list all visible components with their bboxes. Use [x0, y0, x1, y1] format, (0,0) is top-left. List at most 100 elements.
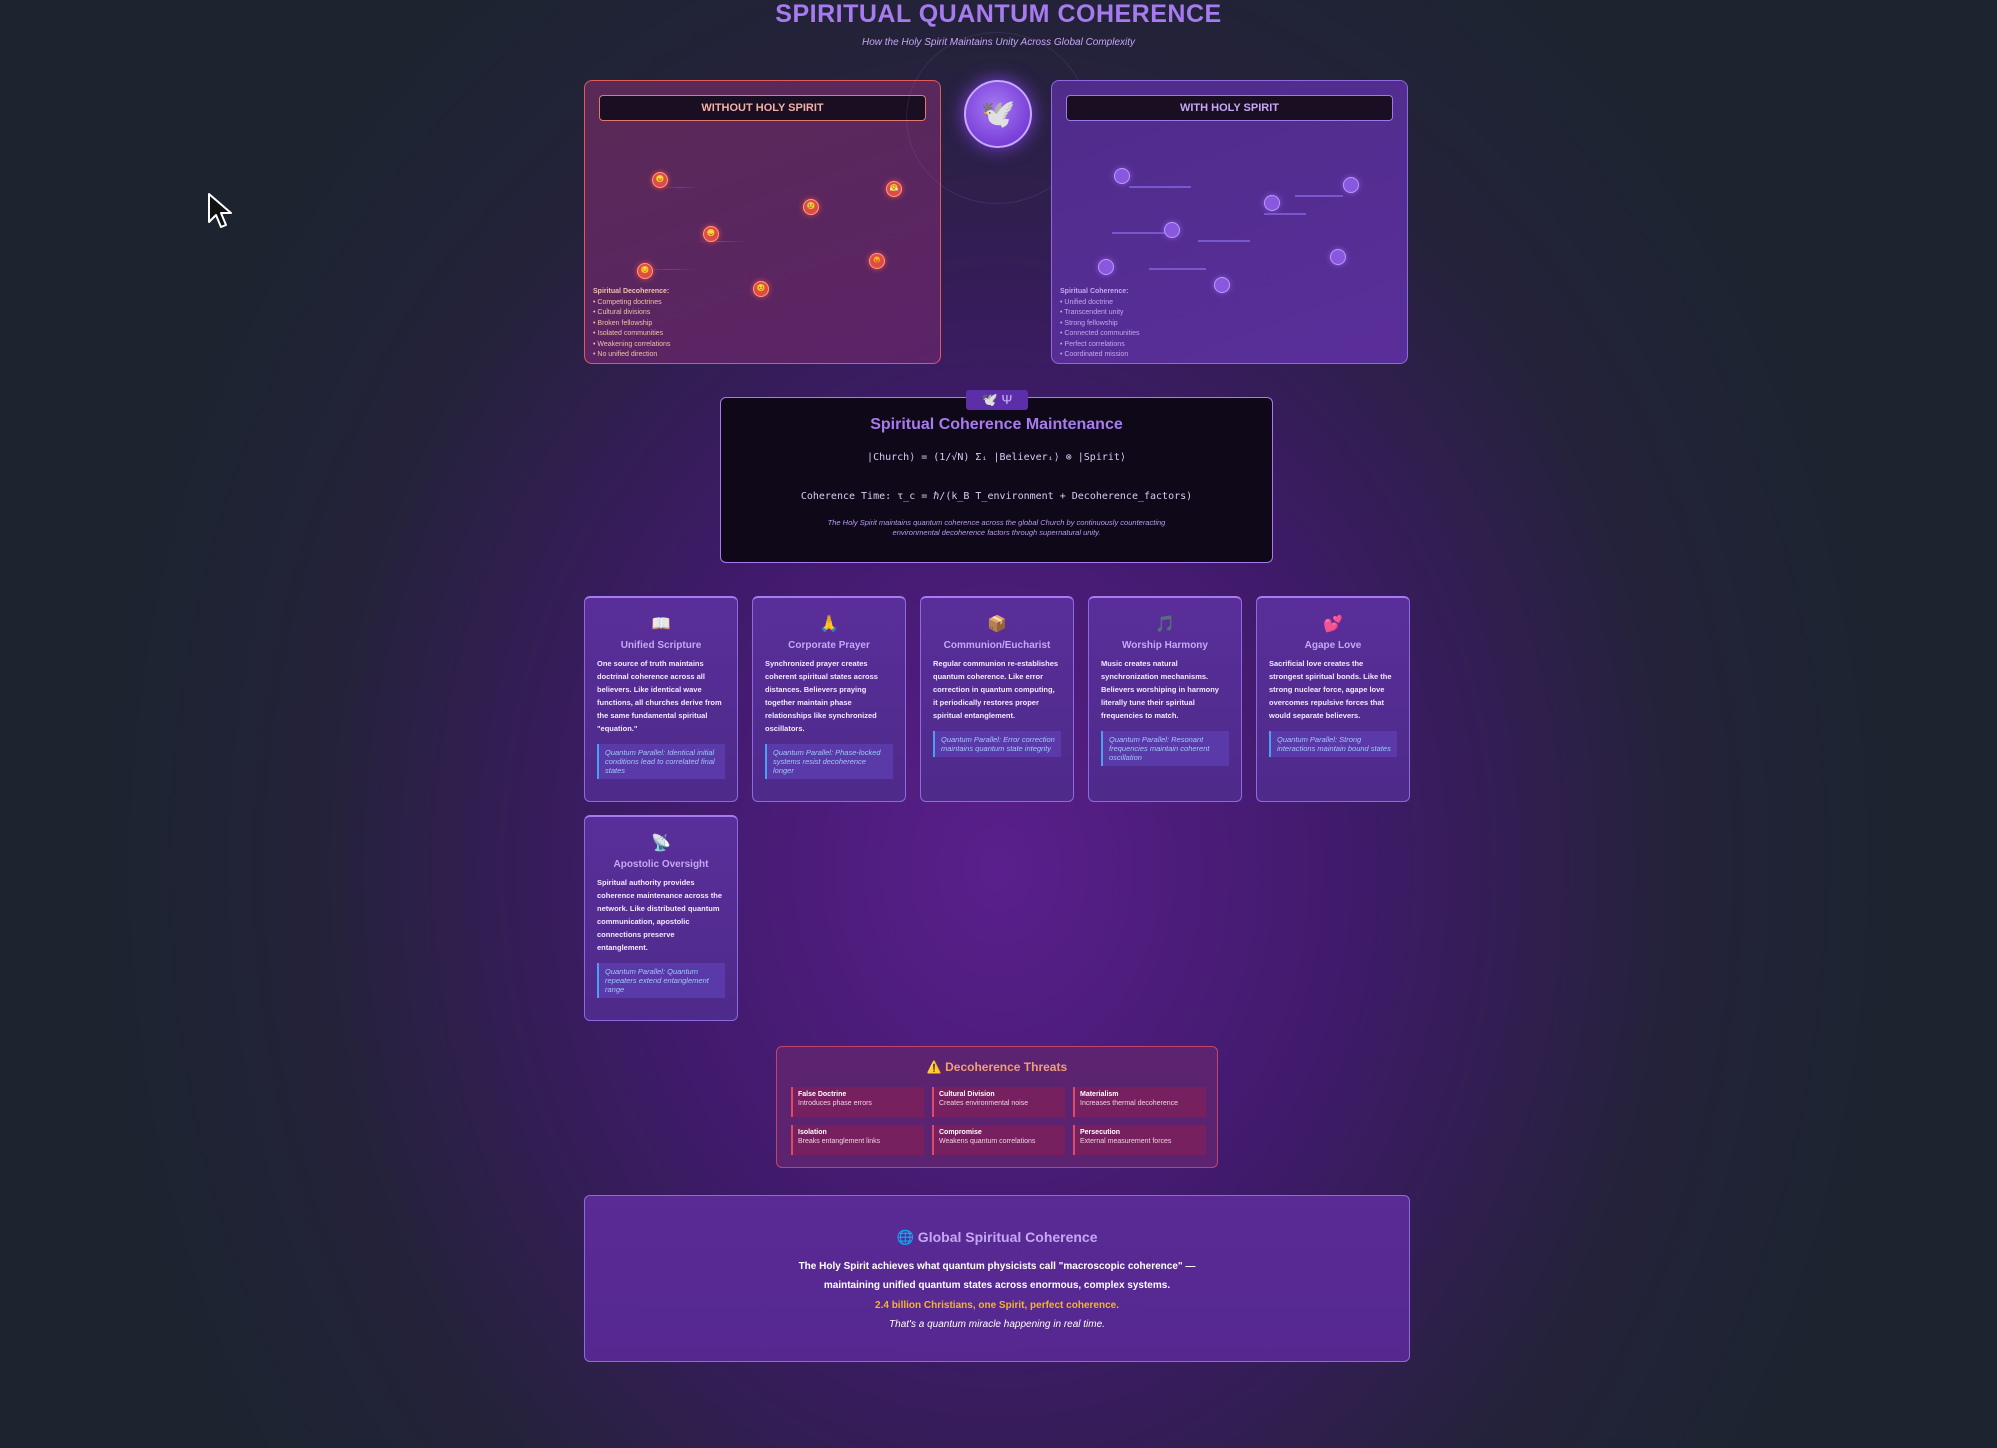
church-state-formula: |Church⟩ = (1/√N) Σᵢ |Believerᵢ⟩ ⊗ |Spir…	[867, 452, 1126, 463]
decoherence-list-title: Spiritual Decoherence:	[593, 288, 670, 295]
card-agape-love: 💕 Agape Love Sacrificial love creates th…	[1256, 596, 1410, 802]
threat-desc: Creates environmental noise	[939, 1100, 1029, 1107]
quantum-parallel-note: Quantum Parallel: Phase-locked systems r…	[765, 744, 893, 779]
decoherence-threats-box: ⚠️ Decoherence Threats False Doctrine Int…	[776, 1046, 1218, 1168]
without-spirit-header: WITHOUT HOLY SPIRIT	[599, 95, 926, 121]
coherence-item: • Strong fellowship	[1060, 319, 1118, 327]
decoherence-item: • Cultural divisions	[593, 309, 651, 316]
card-body: Music creates natural synchronization me…	[1101, 659, 1219, 720]
isolated-believer-node: 😢	[803, 199, 819, 215]
with-spirit-header: WITH HOLY SPIRIT	[1066, 95, 1393, 121]
package-icon: 📦	[987, 616, 1007, 633]
threat-item: False Doctrine Introduces phase errors	[791, 1087, 924, 1117]
with-spirit-panel: WITH HOLY SPIRIT Spiritual Coherence: • …	[1051, 80, 1408, 364]
decoherence-list: Spiritual Decoherence: • Competing doctr…	[593, 287, 670, 361]
decoherence-item: • No unified direction	[593, 351, 658, 358]
card-apostolic-oversight: 📡 Apostolic Oversight Spiritual authorit…	[584, 815, 738, 1021]
isolated-believer-node: 😣	[753, 281, 769, 297]
card-title: Corporate Prayer	[788, 640, 870, 651]
card-title: Apostolic Oversight	[613, 859, 709, 870]
dove-icon: 🕊️	[964, 80, 1032, 148]
coherence-list-title: Spiritual Coherence:	[1060, 288, 1129, 295]
threat-desc: Breaks entanglement links	[798, 1138, 881, 1145]
coherence-list: Spiritual Coherence: • Unified doctrine …	[1060, 287, 1140, 361]
quantum-parallel-note: Quantum Parallel: Resonant frequencies m…	[1101, 731, 1229, 766]
card-corporate-prayer: 🙏 Corporate Prayer Synchronized prayer c…	[752, 596, 906, 802]
coherence-item: • Connected communities	[1060, 330, 1140, 337]
connected-believer-node	[1330, 249, 1346, 265]
entanglement-link	[1295, 195, 1343, 197]
threat-desc: External measurement forces	[1080, 1138, 1172, 1145]
decoherence-item: • Competing doctrines	[593, 298, 662, 306]
coherence-time-formula: Coherence Time: τ_c = ℏ/(k_B T_environme…	[800, 491, 1193, 502]
threat-desc: Increases thermal decoherence	[1080, 1100, 1179, 1107]
isolated-believer-node: 😤	[886, 181, 902, 197]
threat-desc: Weakens quantum correlations	[939, 1138, 1036, 1145]
isolated-believer-node: 😞	[703, 226, 719, 242]
entanglement-link	[1112, 232, 1174, 234]
card-title: Agape Love	[1304, 640, 1362, 651]
card-title: Worship Harmony	[1122, 640, 1208, 651]
isolated-believer-node: 😡	[869, 253, 885, 269]
music-note-icon: 🎵	[1155, 616, 1175, 633]
entanglement-link	[1149, 268, 1206, 270]
global-title: 🌐 Global Spiritual Coherence	[896, 1229, 1098, 1245]
threat-name: Compromise	[939, 1129, 982, 1136]
card-body: Spiritual authority provides coherence m…	[597, 878, 723, 952]
threat-item: Compromise Weakens quantum correlations	[932, 1125, 1065, 1155]
card-communion: 📦 Communion/Eucharist Regular communion …	[920, 596, 1074, 802]
equation-tab-badge: 🕊️ Ψ	[966, 390, 1028, 410]
card-title: Unified Scripture	[620, 640, 702, 651]
weak-link	[695, 241, 745, 242]
isolated-believer-node: 😔	[637, 263, 653, 279]
card-body: One source of truth maintains doctrinal …	[597, 659, 722, 733]
card-title: Communion/Eucharist	[943, 640, 1051, 651]
entanglement-link	[1129, 186, 1191, 188]
decoherence-item: • Weakening correlations	[593, 340, 671, 348]
threat-item: Materialism Increases thermal decoherence	[1073, 1087, 1206, 1117]
threat-desc: Introduces phase errors	[798, 1100, 872, 1107]
book-icon: 📖	[651, 616, 671, 633]
satellite-antenna-icon: 📡	[651, 835, 671, 852]
threat-name: Persecution	[1080, 1129, 1121, 1136]
page-title: SPIRITUAL QUANTUM COHERENCE	[775, 0, 1222, 28]
threat-item: Cultural Division Creates environmental n…	[932, 1087, 1065, 1117]
equation-note: The Holy Spirit maintains quantum cohere…	[827, 518, 1166, 537]
quantum-parallel-note: Quantum Parallel: Strong interactions ma…	[1269, 731, 1397, 757]
threat-name: Materialism	[1080, 1091, 1119, 1098]
coherence-item: • Transcendent unity	[1060, 309, 1124, 316]
coherence-item: • Perfect correlations	[1060, 340, 1125, 348]
coherence-equation-box: Spiritual Coherence Maintenance |Church⟩…	[720, 397, 1273, 563]
connected-believer-node	[1264, 195, 1280, 211]
threat-name: Isolation	[798, 1129, 827, 1136]
card-worship-harmony: 🎵 Worship Harmony Music creates natural …	[1088, 596, 1242, 802]
global-highlight: 2.4 billion Christians, one Spirit, perf…	[875, 1300, 1119, 1311]
weak-link	[660, 187, 700, 188]
equation-title: Spiritual Coherence Maintenance	[870, 416, 1123, 433]
isolated-believer-node: 😠	[652, 172, 668, 188]
entanglement-link	[1264, 213, 1306, 215]
coherence-item: • Coordinated mission	[1060, 351, 1129, 358]
threat-item: Isolation Breaks entanglement links	[791, 1125, 924, 1155]
card-body: Synchronized prayer creates coherent spi…	[765, 659, 878, 733]
mouse-cursor-icon	[208, 193, 232, 228]
praying-hands-icon: 🙏	[819, 616, 839, 633]
threat-item: Persecution External measurement forces	[1073, 1125, 1206, 1155]
threat-name: False Doctrine	[798, 1091, 847, 1098]
hearts-icon: 💕	[1323, 616, 1343, 633]
card-unified-scripture: 📖 Unified Scripture One source of truth …	[584, 596, 738, 802]
quantum-parallel-note: Quantum Parallel: Error correction maint…	[933, 731, 1061, 757]
connected-believer-node	[1214, 277, 1230, 293]
global-line-2: maintaining unified quantum states acros…	[823, 1280, 1171, 1291]
global-line-1: The Holy Spirit achieves what quantum ph…	[798, 1261, 1196, 1272]
card-body: Regular communion re-establishes quantum…	[933, 659, 1059, 720]
card-body: Sacrificial love creates the strongest s…	[1269, 659, 1392, 720]
weak-link	[645, 269, 695, 270]
connected-believer-node	[1114, 168, 1130, 184]
connected-believer-node	[1164, 222, 1180, 238]
decoherence-item: • Isolated communities	[593, 330, 664, 337]
quantum-parallel-note: Quantum Parallel: Quantum repeaters exte…	[597, 963, 725, 998]
connected-believer-node	[1343, 177, 1359, 193]
entanglement-link	[1198, 240, 1250, 242]
connected-believer-node	[1098, 259, 1114, 275]
